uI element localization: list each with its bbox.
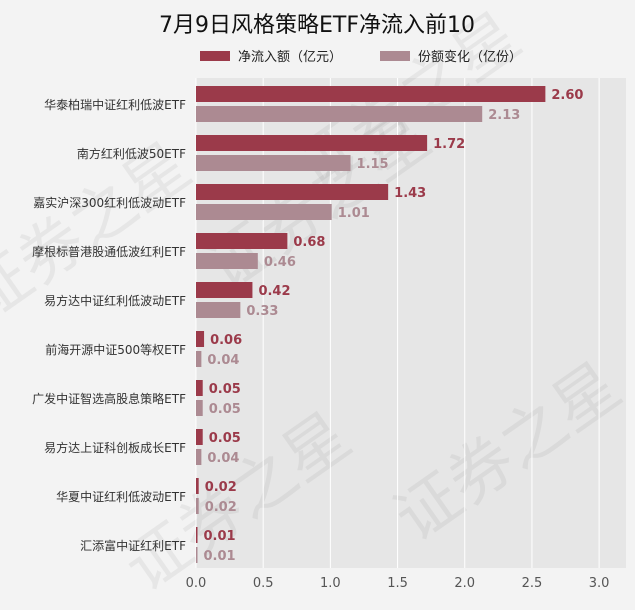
bar-share-change: [196, 155, 351, 171]
y-category-label: 摩根标普港股通低波红利ETF: [32, 244, 186, 259]
data-label-net-inflow: 0.05: [209, 431, 241, 446]
x-tick-label: 2.0: [454, 576, 475, 591]
data-label-net-inflow: 0.01: [204, 529, 236, 544]
y-category-label: 易方达上证科创板成长ETF: [44, 440, 186, 455]
y-category-label: 广发中证智选高股息策略ETF: [32, 391, 186, 406]
bar-share-change: [196, 400, 203, 416]
data-label-net-inflow: 0.68: [293, 235, 325, 250]
bar-share-change: [196, 302, 241, 318]
legend-swatch: [200, 51, 230, 61]
data-label-share-change: 1.01: [338, 206, 370, 221]
bar-net-inflow: [196, 135, 428, 151]
legend-swatch: [380, 51, 410, 61]
y-category-label: 易方达中证红利低波动ETF: [44, 293, 186, 308]
y-category-label: 前海开源中证500等权ETF: [45, 342, 186, 357]
bar-share-change: [196, 253, 258, 269]
data-label-share-change: 0.05: [209, 402, 241, 417]
x-tick-label: 1.0: [320, 576, 341, 591]
data-label-net-inflow: 2.60: [551, 88, 583, 103]
bar-net-inflow: [196, 233, 288, 249]
data-label-share-change: 0.33: [246, 304, 278, 319]
bars: 2.60 2.13 1.72 1.15 1.43 1.01 0.68 0.46 0.42 0.33…: [196, 86, 583, 564]
legend-label: 净流入额（亿元）: [238, 50, 342, 65]
bar-share-change: [196, 106, 483, 122]
data-label-share-change: 0.04: [207, 353, 239, 368]
bar-share-change: [196, 547, 198, 563]
bar-share-change: [196, 351, 202, 367]
bar-share-change: [196, 204, 332, 220]
data-label-share-change: 0.04: [207, 451, 239, 466]
bar-share-change: [196, 498, 199, 514]
bar-net-inflow: [196, 331, 205, 347]
bar-net-inflow: [196, 184, 389, 200]
data-label-share-change: 0.46: [264, 255, 296, 270]
data-label-share-change: 0.02: [205, 500, 237, 515]
x-tick-label: 0.0: [186, 576, 207, 591]
bar-net-inflow: [196, 527, 198, 543]
data-label-share-change: 1.15: [357, 157, 389, 172]
bar-share-change: [196, 449, 202, 465]
y-category-label: 嘉实沪深300红利低波动ETF: [33, 195, 186, 210]
x-tick-label: 0.5: [253, 576, 274, 591]
data-label-share-change: 2.13: [488, 108, 520, 123]
x-axis-ticks: 0.0 0.5 1.0 1.5 2.0 2.5 3.0: [186, 576, 610, 591]
data-label-net-inflow: 1.43: [394, 186, 426, 201]
chart-title: 7月9日风格策略ETF净流入前10: [159, 13, 475, 38]
y-category-label: 南方红利低波50ETF: [77, 146, 186, 161]
bar-net-inflow: [196, 429, 203, 445]
bar-net-inflow: [196, 380, 203, 396]
x-tick-label: 1.5: [387, 576, 408, 591]
y-category-label: 华泰柏瑞中证红利低波ETF: [44, 97, 186, 112]
legend: 净流入额（亿元） 份额变化（亿份）: [200, 49, 522, 65]
data-label-net-inflow: 0.02: [205, 480, 237, 495]
y-axis-labels: 华泰柏瑞中证红利低波ETF 南方红利低波50ETF 嘉实沪深300红利低波动ETF 摩…: [32, 97, 186, 553]
data-label-net-inflow: 1.72: [433, 137, 465, 152]
y-category-label: 汇添富中证红利ETF: [80, 538, 186, 553]
data-label-net-inflow: 0.05: [209, 382, 241, 397]
bar-net-inflow: [196, 86, 546, 102]
x-tick-label: 2.5: [522, 576, 543, 591]
data-label-share-change: 0.01: [204, 549, 236, 564]
bar-net-inflow: [196, 478, 199, 494]
data-label-net-inflow: 0.42: [258, 284, 290, 299]
legend-label: 份额变化（亿份）: [418, 49, 522, 65]
x-tick-label: 3.0: [589, 576, 610, 591]
bar-net-inflow: [196, 282, 253, 298]
y-category-label: 华夏中证红利低波动ETF: [56, 489, 186, 504]
data-label-net-inflow: 0.06: [210, 333, 242, 348]
